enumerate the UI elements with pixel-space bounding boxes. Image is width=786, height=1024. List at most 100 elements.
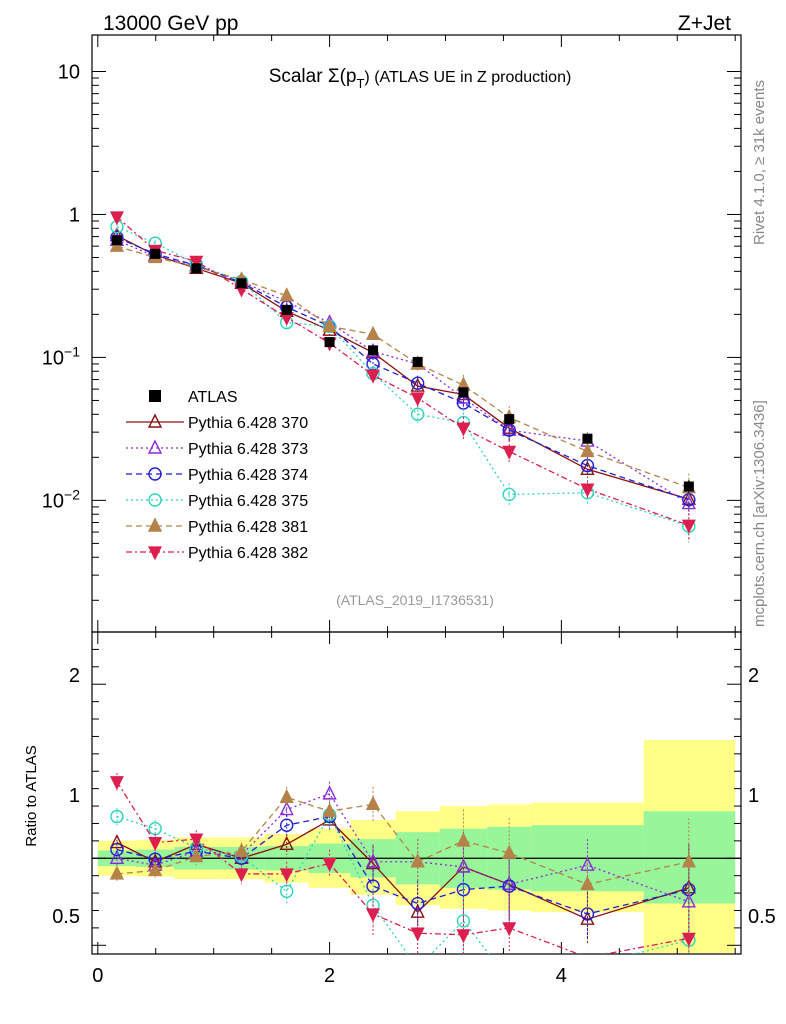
- legend-marker-atlas: [149, 390, 161, 402]
- ratio-point-series-5: [502, 922, 517, 937]
- ratio-point-series-4: [322, 802, 337, 817]
- main-point-series-5: [502, 445, 517, 460]
- legend-label-374: Pythia 6.428 374: [188, 467, 308, 484]
- main-point-atlas: [150, 248, 161, 259]
- mcplots-info: mcplots.cern.ch [arXiv:1306.3436]: [751, 400, 768, 627]
- y-tick-label-10: 10: [58, 61, 80, 83]
- main-point-atlas: [324, 337, 335, 348]
- main-line-series-3: [116, 226, 690, 527]
- main-point-atlas: [111, 235, 122, 246]
- x-tick-label-2: 2: [324, 965, 335, 987]
- main-point-series-5: [681, 519, 696, 534]
- ratio-point-series-2: [280, 818, 294, 832]
- main-point-series-5: [456, 422, 471, 437]
- main-point-series-2: [410, 376, 425, 390]
- ratio-tick-label-0-5-left: 0.5: [52, 906, 80, 928]
- main-point-series-0: [681, 490, 696, 505]
- main-point-atlas: [582, 433, 593, 444]
- main-point-series-4: [365, 325, 381, 341]
- ratio-point-series-4: [365, 795, 381, 811]
- ratio-point-series-1: [322, 785, 337, 800]
- y-tick-label-1: 1: [69, 204, 80, 226]
- ratio-point-series-4: [279, 788, 294, 804]
- ratio-point-series-4: [502, 844, 517, 859]
- main-point-series-4: [279, 287, 294, 302]
- main-y-tick-labels: 10 1 10−1 10−2: [42, 61, 80, 512]
- legend-label-381: Pythia 6.428 381: [188, 519, 308, 536]
- ratio-point-series-5: [234, 868, 249, 883]
- ratio-point-series-5: [109, 776, 124, 791]
- ratio-point-series-2: [410, 896, 425, 911]
- main-series-group: [109, 211, 696, 543]
- ratio-point-series-5: [322, 857, 337, 872]
- ratio-axis-title: Ratio to ATLAS: [23, 745, 40, 846]
- ratio-point-series-1: [365, 853, 381, 868]
- ratio-point-series-5: [456, 929, 471, 944]
- legend-marker-series-0: [147, 413, 163, 428]
- ratio-point-series-2: [110, 842, 124, 857]
- main-point-atlas: [458, 387, 469, 398]
- main-point-atlas: [683, 481, 694, 492]
- y-tick-label-0-1: 10−1: [42, 343, 80, 369]
- main-point-atlas: [368, 345, 379, 356]
- ratio-point-series-2: [456, 882, 471, 897]
- legend-label-373: Pythia 6.428 373: [188, 441, 308, 458]
- ratio-tick-label-2-right: 2: [748, 665, 759, 687]
- rivet-info: Rivet 4.1.0, ≥ 31k events: [751, 80, 768, 245]
- ratio-line-series-4: [116, 796, 689, 886]
- ratio-line-series-2: [116, 815, 690, 915]
- chart-title: Scalar Σ(pT) (ATLAS UE in Z production): [269, 66, 572, 91]
- y-tick-label-0-01: 10−2: [42, 486, 80, 512]
- ratio-point-series-2: [366, 879, 380, 893]
- legend-label-375: Pythia 6.428 375: [188, 493, 308, 510]
- ratio-line-series-5: [116, 781, 689, 954]
- ratio-series-group: [109, 772, 696, 954]
- main-line-series-1: [116, 239, 690, 505]
- ratio-point-series-4: [148, 861, 163, 877]
- ratio-y-tick-labels: 2 1 0.5 2 1 0.5: [52, 665, 776, 928]
- main-point-atlas: [281, 304, 292, 315]
- ratio-point-series-4: [234, 842, 249, 858]
- ratio-point-series-0: [279, 835, 294, 851]
- legend-marker-series-1: [147, 439, 163, 454]
- main-point-series-5: [109, 211, 124, 226]
- ratio-line-series-3: [116, 813, 690, 954]
- ratio-point-series-5: [148, 837, 163, 851]
- main-line-series-2: [116, 236, 690, 501]
- ratio-point-series-4: [410, 853, 425, 868]
- ratio-tick-label-1-left: 1: [69, 785, 80, 807]
- ratio-tick-label-2-left: 2: [69, 665, 80, 687]
- legend-marker-series-2: [148, 467, 162, 481]
- ratio-tick-label-1-right: 1: [748, 785, 759, 807]
- ratio-point-series-5: [681, 932, 696, 947]
- x-tick-label-0: 0: [92, 965, 103, 987]
- main-point-series-0: [502, 419, 517, 434]
- main-point-series-3: [502, 487, 516, 502]
- main-line-series-0: [116, 235, 690, 500]
- axis-ticks: [92, 35, 741, 954]
- ratio-point-series-4: [681, 853, 696, 868]
- x-tick-label-4: 4: [556, 965, 567, 987]
- main-point-atlas: [504, 414, 515, 425]
- main-point-series-5: [366, 369, 381, 384]
- ratio-point-series-3: [456, 914, 471, 928]
- ratio-point-series-5: [410, 927, 425, 942]
- main-point-atlas: [236, 278, 247, 289]
- ratio-point-series-4: [580, 875, 595, 891]
- ratio-line-series-1: [116, 793, 690, 903]
- main-point-series-4: [580, 442, 595, 458]
- main-point-series-4: [322, 317, 337, 333]
- ratio-tick-label-0-5-right: 0.5: [748, 906, 776, 928]
- legend-label-atlas: ATLAS: [188, 389, 238, 406]
- main-point-series-5: [580, 483, 595, 498]
- legend-marker-series-4: [147, 517, 163, 532]
- ratio-point-series-1: [279, 800, 294, 816]
- energy-label: 13000 GeV pp: [103, 12, 238, 35]
- x-tick-labels: 0 2 4: [92, 965, 567, 987]
- ratio-point-series-5: [366, 908, 381, 923]
- legend-label-370: Pythia 6.428 370: [188, 415, 308, 432]
- ratio-point-series-3: [280, 884, 294, 899]
- main-point-atlas: [191, 263, 202, 274]
- ratio-plot-frame: [91, 631, 742, 955]
